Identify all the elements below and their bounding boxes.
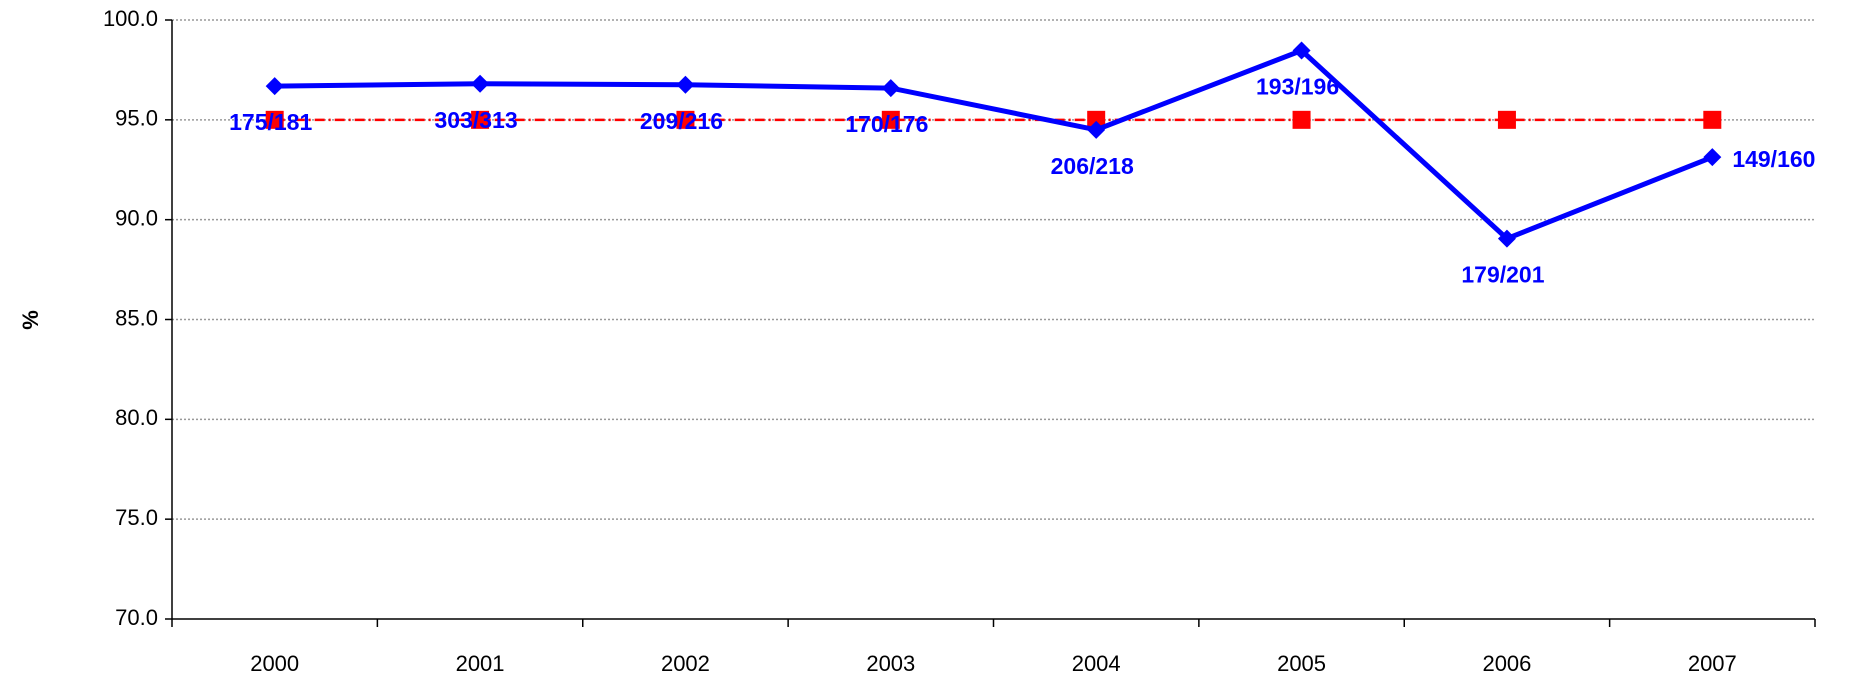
- data-label: 175/181: [229, 109, 312, 135]
- marker: [1703, 148, 1722, 167]
- x-tick-label: 2002: [661, 651, 710, 676]
- marker: [881, 110, 900, 129]
- y-tick-label: 70.0: [115, 605, 158, 630]
- series-line: [274, 47, 1714, 242]
- marker: [676, 75, 695, 94]
- y-tick-label: 100.0: [103, 6, 158, 31]
- marker: [881, 79, 900, 98]
- y-tick-label: 95.0: [115, 106, 158, 131]
- marker: [1087, 120, 1106, 139]
- data-label: 149/160: [1732, 146, 1815, 172]
- marker: [676, 110, 695, 129]
- y-tick-label: 85.0: [115, 305, 158, 330]
- x-tick-label: 2005: [1277, 651, 1326, 676]
- data-label: 170/176: [845, 111, 928, 137]
- data-label: 209/216: [640, 108, 723, 134]
- x-tick-label: 2006: [1482, 651, 1531, 676]
- data-label: 303/313: [434, 107, 517, 133]
- marker: [471, 74, 490, 93]
- x-tick-label: 2007: [1688, 651, 1737, 676]
- marker: [1292, 41, 1311, 60]
- x-tick-label: 2003: [866, 651, 915, 676]
- marker: [265, 77, 284, 96]
- data-label: 179/201: [1461, 262, 1544, 288]
- marker: [1087, 110, 1106, 129]
- y-tick-label: 80.0: [115, 405, 158, 430]
- data-label: 206/218: [1051, 153, 1134, 179]
- marker: [1497, 110, 1516, 129]
- marker: [1703, 110, 1722, 129]
- data-label: 193/196: [1256, 74, 1339, 100]
- marker: [265, 110, 284, 129]
- marker: [471, 110, 490, 129]
- y-axis-label: %: [18, 310, 43, 330]
- x-tick-label: 2001: [456, 651, 505, 676]
- y-tick-label: 75.0: [115, 505, 158, 530]
- marker: [1497, 229, 1516, 248]
- y-tick-label: 90.0: [115, 205, 158, 230]
- x-tick-label: 2000: [250, 651, 299, 676]
- x-tick-label: 2004: [1072, 651, 1121, 676]
- marker: [1292, 110, 1311, 129]
